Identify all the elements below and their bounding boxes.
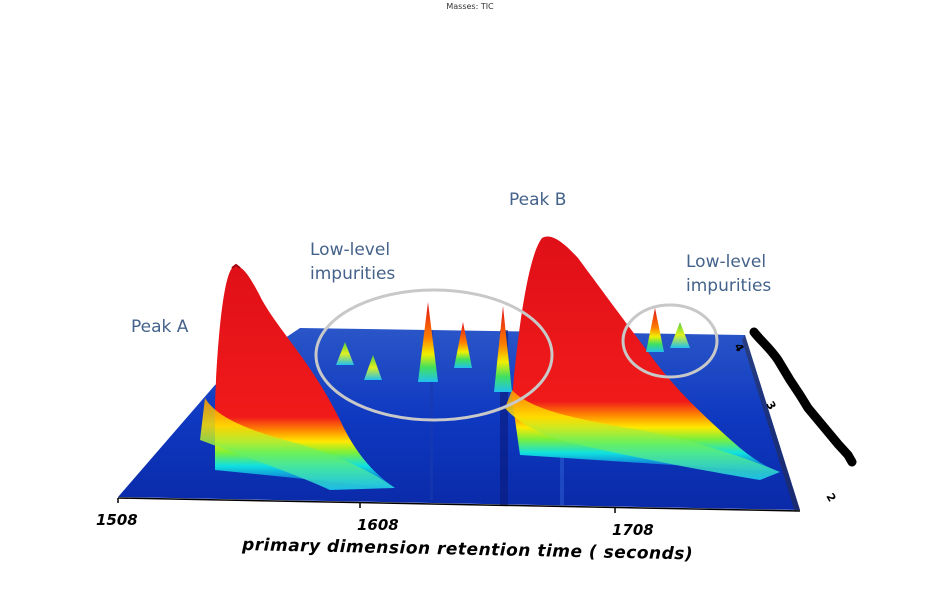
impurity-spike [454,322,472,368]
impurity-spike [670,322,690,348]
impurity-spike [494,306,512,392]
x-tick-label: 1708 [612,521,654,539]
impurity-spike [418,302,438,382]
impurities-2-label-line2: impurities [686,276,771,296]
impurity-spikes-group-2 [646,308,690,352]
impurity-spike [336,342,354,365]
impurities-1-label-line1: Low-level [310,240,390,260]
peak-a-label: Peak A [131,317,189,337]
peak-b-label: Peak B [509,190,566,210]
floor-right-edge [742,335,800,512]
impurities-2-label-line1: Low-level [686,252,766,272]
x-tick-label: 1608 [357,516,399,534]
x-tick-label: 1508 [96,511,138,529]
impurity-spike [646,308,664,352]
impurities-highlight-2 [621,303,719,379]
peak-a-surface [200,263,395,490]
peak-b-surface [505,236,780,480]
x-axis-label: primary dimension retention time ( secon… [241,535,693,564]
impurities-highlight-1 [314,288,554,422]
impurities-1-label-line2: impurities [310,264,395,284]
y-tick-label: 2 [823,491,838,504]
impurity-spike [364,355,382,380]
impurity-spikes-group-1 [336,302,512,392]
masses-label: Masses: TIC [446,2,494,11]
